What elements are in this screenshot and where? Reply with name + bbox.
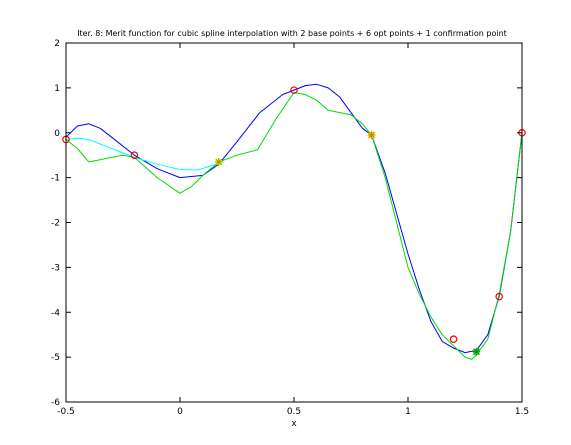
y-tick-label: -2 (51, 219, 60, 229)
data-marker-circle (495, 292, 504, 301)
data-marker-circle (130, 151, 139, 159)
x-tick-label: 0.5 (287, 407, 301, 417)
x-axis-label: x (291, 419, 297, 429)
y-tick-label: 2 (54, 39, 60, 49)
data-marker-star (367, 130, 376, 139)
axis-ticks: -0.5 0 0.5 1 1.5 2 1 0 -1 -2 -3 -4 -5 -6 (51, 39, 529, 417)
data-marker-circle (449, 335, 458, 343)
x-tick-label: -0.5 (57, 407, 75, 417)
y-tick-label: -4 (51, 308, 60, 318)
series-line-2 (65, 137, 219, 171)
y-tick-label: 1 (54, 84, 60, 94)
y-tick-label: -5 (51, 353, 60, 363)
x-tick-label: 0 (177, 407, 183, 417)
data-marker-star (214, 157, 223, 166)
x-tick-label: 1.5 (515, 407, 529, 417)
y-tick-label: -3 (51, 263, 60, 273)
data-marker-circle (290, 86, 298, 94)
data-marker-star (472, 347, 481, 356)
y-tick-label: 0 (54, 129, 60, 139)
chart-title: Iter. 8: Merit function for cubic spline… (77, 29, 507, 38)
x-tick-label: 1 (405, 407, 411, 417)
series-line-3 (65, 91, 523, 360)
y-tick-label: -1 (51, 174, 60, 184)
y-tick-label: -6 (51, 398, 60, 408)
